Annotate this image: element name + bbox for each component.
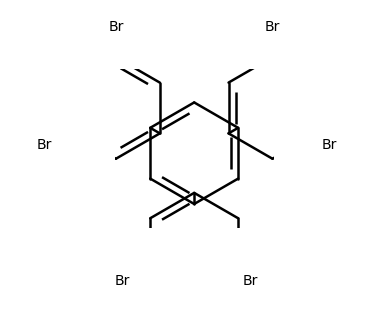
Text: Br: Br [243, 274, 258, 288]
Text: Br: Br [36, 138, 51, 152]
Text: Br: Br [265, 20, 280, 34]
Text: Br: Br [108, 20, 123, 34]
Text: Br: Br [115, 274, 130, 288]
Text: Br: Br [322, 138, 337, 152]
